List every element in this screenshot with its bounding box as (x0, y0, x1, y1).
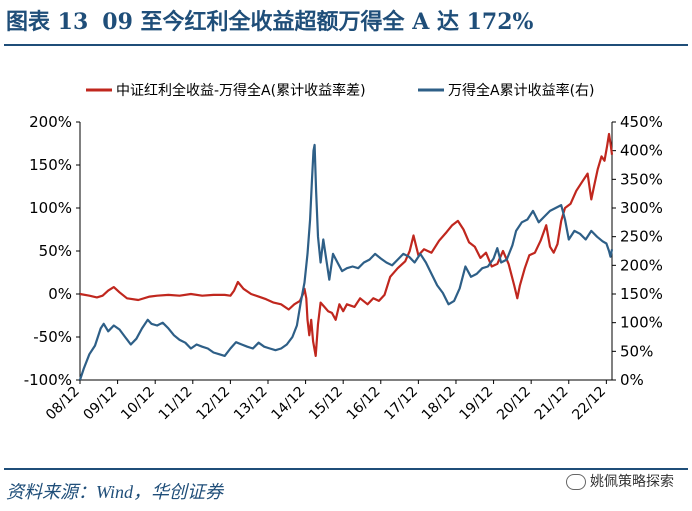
x-tick-label: 20/12 (494, 384, 534, 424)
right-tick-label: 250% (620, 228, 663, 246)
right-tick-label: 0% (620, 371, 644, 389)
left-tick-label: 100% (29, 199, 72, 217)
x-tick-label: 13/12 (231, 384, 271, 424)
series-line-wind-a-cumulative (78, 143, 614, 381)
wechat-icon (566, 474, 586, 490)
left-tick-label: -50% (33, 328, 72, 346)
watermark-text: 姚佩策略探索 (590, 474, 674, 490)
x-tick-label: 09/12 (81, 384, 121, 424)
title-divider (4, 44, 688, 46)
left-tick-label: 0% (48, 285, 72, 303)
right-tick-label: 400% (620, 142, 663, 160)
right-tick-label: 200% (620, 256, 663, 274)
right-tick-label: 50% (620, 342, 653, 360)
legend-label-excess: 中证红利全收益-万得全A(累计收益率差) (116, 82, 366, 99)
right-tick-label: 350% (620, 170, 663, 188)
x-tick-label: 08/12 (43, 384, 83, 424)
dual-axis-line-chart: -100% -50% 0% 50% 100% 150% 200% 0% 50% 100% 150% 2… (24, 82, 663, 424)
x-tick-label: 21/12 (532, 384, 572, 424)
x-tick-label: 12/12 (193, 384, 233, 424)
figure-title: 09 至今红利全收益超额万得全 A 达 172% (102, 9, 534, 35)
right-tick-label: 450% (620, 113, 663, 131)
source-note: 资料来源：Wind，华创证券 (6, 482, 224, 502)
x-tick-label: 22/12 (569, 384, 609, 424)
x-tick-label: 17/12 (381, 384, 421, 424)
x-tick-label: 15/12 (306, 384, 346, 424)
left-tick-label: 50% (39, 242, 72, 260)
x-tick-label: 14/12 (269, 384, 309, 424)
series-line-excess-return (79, 132, 614, 357)
figure-label: 图表 13 (6, 9, 89, 35)
x-tick-label: 18/12 (419, 384, 459, 424)
left-tick-label: 150% (29, 156, 72, 174)
right-tick-label: 100% (620, 314, 663, 332)
x-tick-label: 11/12 (156, 384, 196, 424)
watermark: 姚佩策略探索 (566, 470, 674, 494)
chart-title: 图表 13 09 至今红利全收益超额万得全 A 达 172% (6, 2, 547, 42)
x-tick-label: 19/12 (457, 384, 497, 424)
left-tick-label: -100% (24, 371, 72, 389)
right-tick-label: 300% (620, 199, 663, 217)
right-tick-label: 150% (620, 285, 663, 303)
footer-divider (4, 468, 688, 470)
x-tick-label: 16/12 (344, 384, 384, 424)
x-tick-label: 10/12 (118, 384, 158, 424)
left-tick-label: 200% (29, 113, 72, 131)
legend-label-cumulative: 万得全A累计收益率(右) (448, 82, 595, 99)
